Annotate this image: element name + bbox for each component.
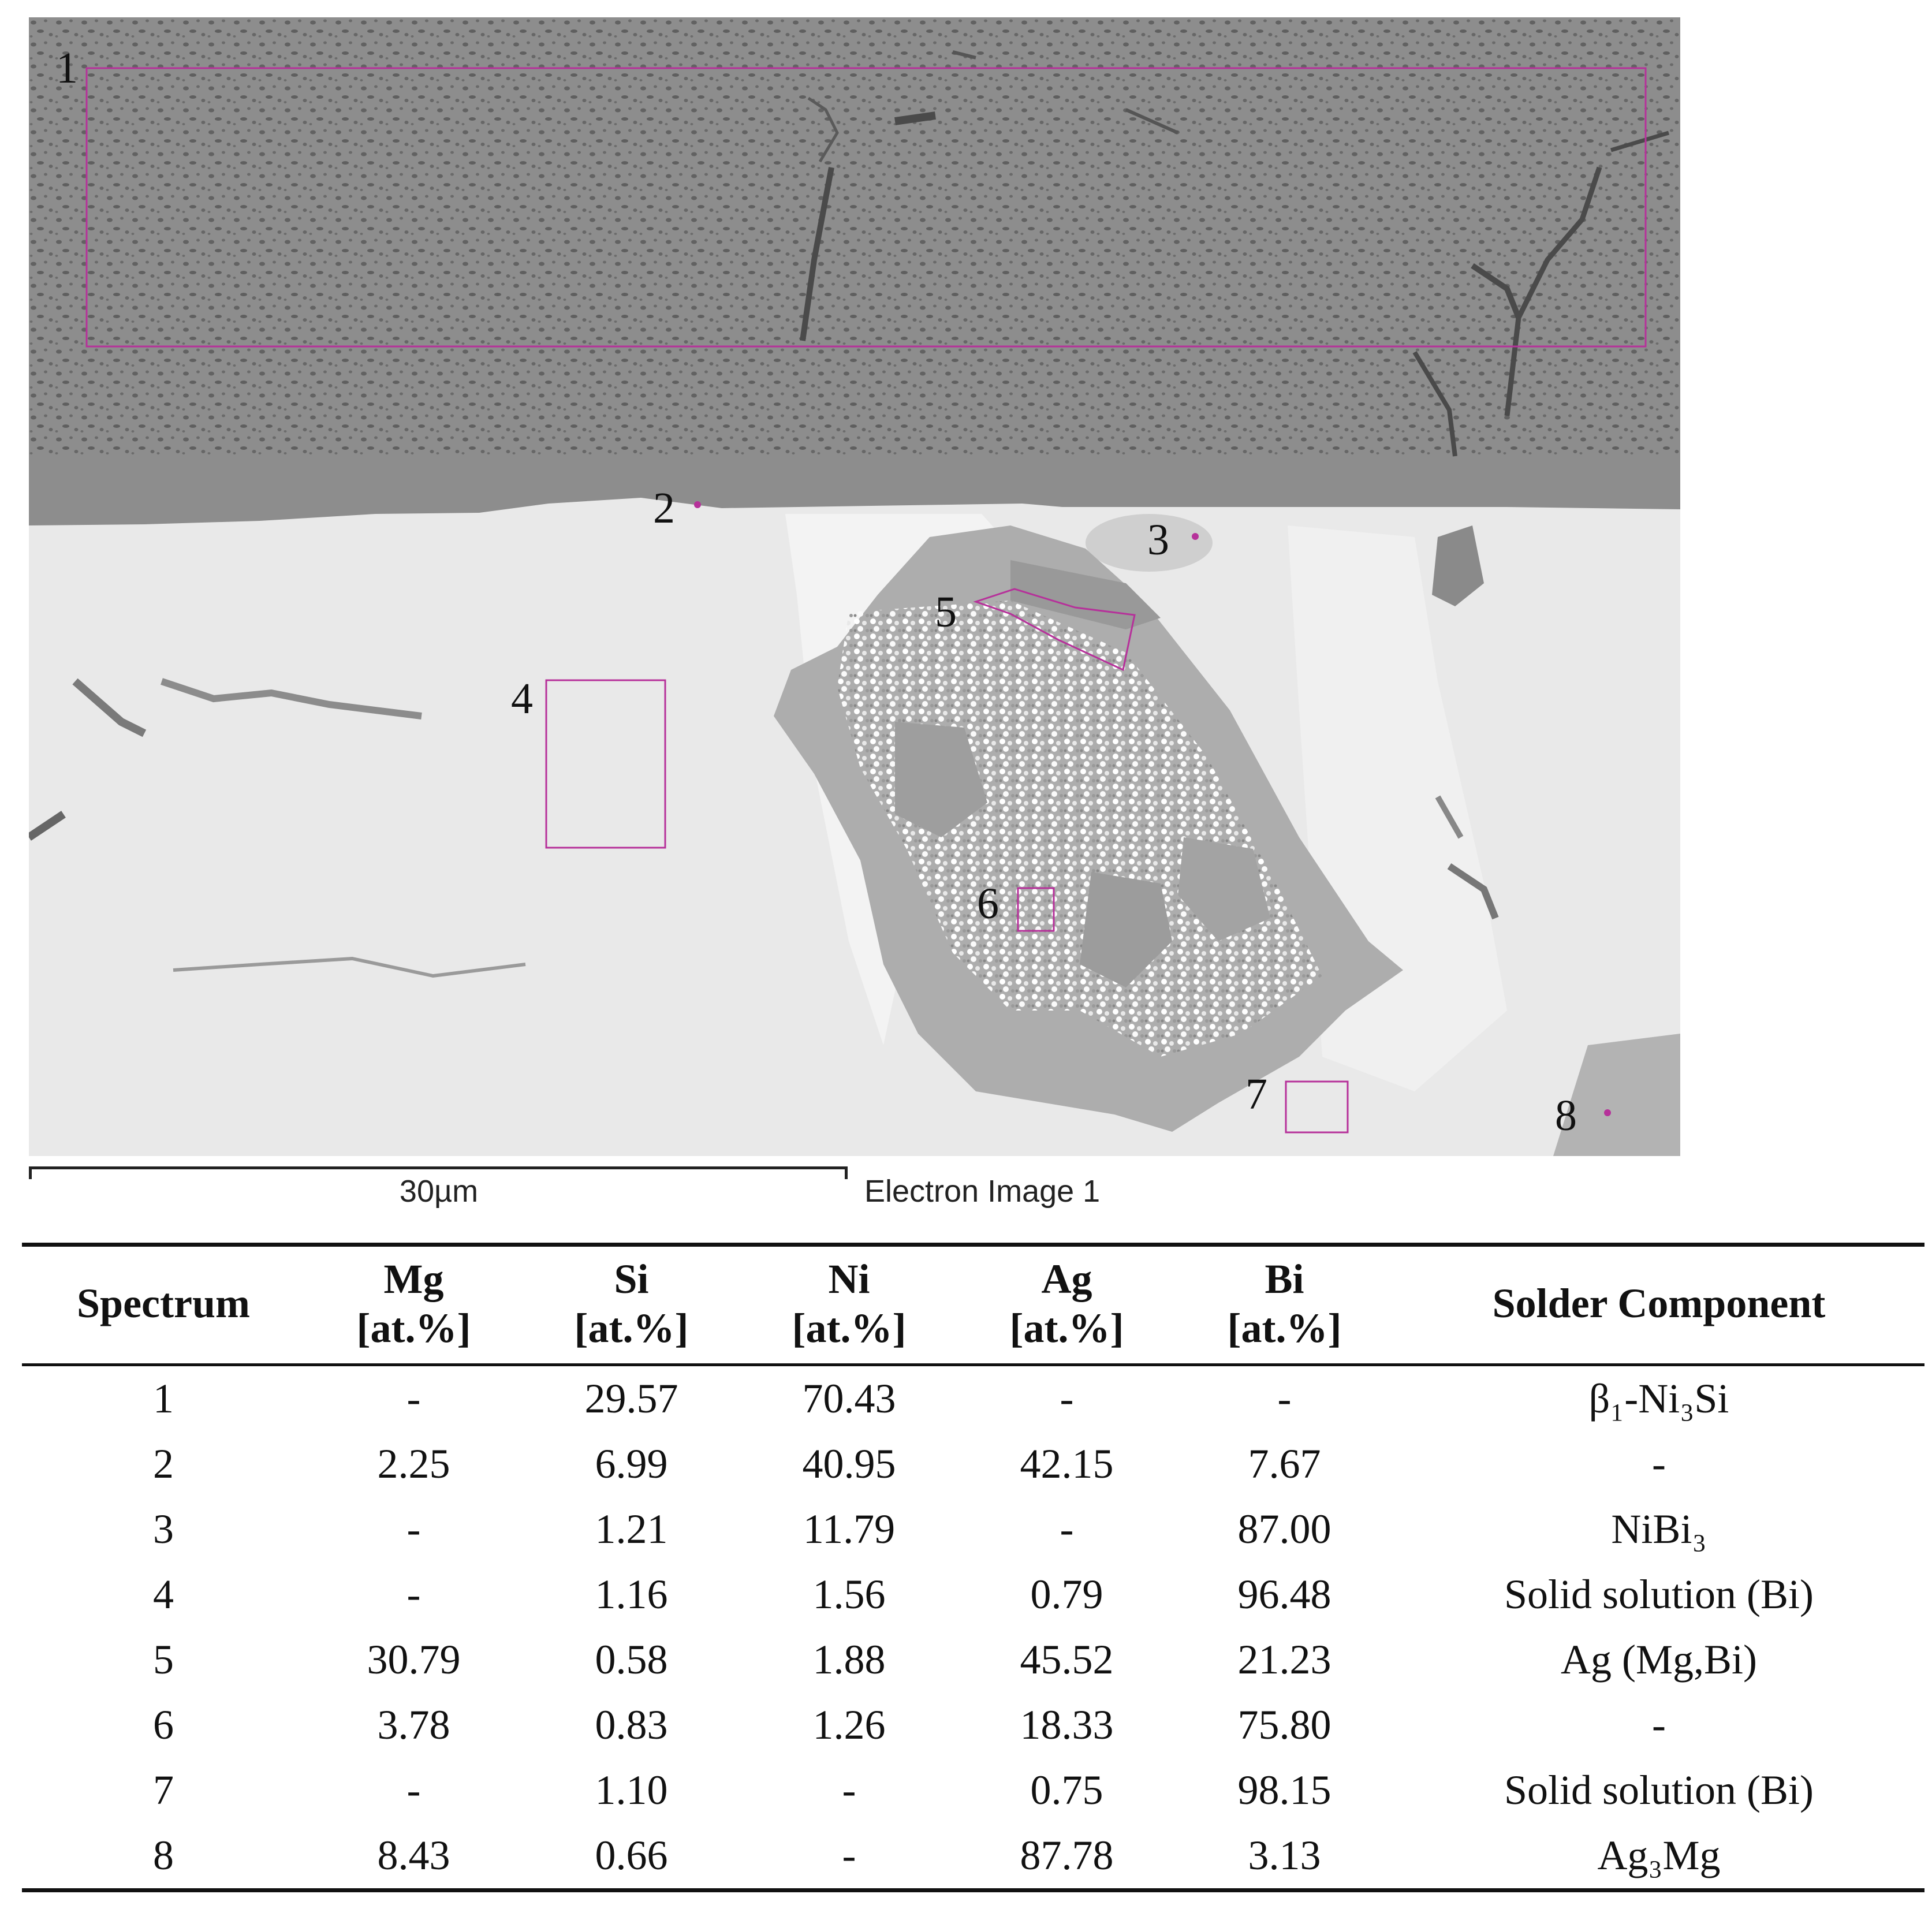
cell-spectrum: 6 [153, 1702, 174, 1748]
cell-spectrum: 3 [153, 1506, 174, 1553]
region-label-1: 1 [56, 44, 78, 92]
table-row: 6 3.78 0.83 1.26 18.33 75.80 - [22, 1692, 1924, 1758]
table-body: 1 - 29.57 70.43 - - β₁-Ni₃Si 2 2.25 6.99 40.95 42.1… [22, 1364, 1924, 1891]
region-label-2: 2 [653, 484, 675, 532]
spectrum-1-area [85, 67, 1647, 348]
cell-solder-component: Solid solution (Bi) [1504, 1571, 1814, 1618]
table-row: 1 - 29.57 70.43 - - β₁-Ni₃Si [22, 1364, 1924, 1431]
cell-ag: 45.52 [1020, 1636, 1114, 1683]
cell-si: 29.57 [584, 1375, 678, 1422]
cell-bi: 75.80 [1237, 1702, 1331, 1748]
cell-ag: 0.79 [1030, 1571, 1103, 1618]
cell-si: 1.10 [595, 1767, 668, 1814]
spectrum-6-area [1017, 887, 1055, 932]
header-bi: Bi [at.%] [1227, 1256, 1342, 1351]
sem-micrograph: 1 2 3 4 5 6 7 8 [29, 17, 1680, 1156]
cell-spectrum: 5 [153, 1636, 174, 1683]
cell-mg: 30.79 [367, 1636, 461, 1683]
cell-spectrum: 7 [153, 1767, 174, 1814]
region-label-8: 8 [1555, 1091, 1577, 1140]
cell-ag: 18.33 [1020, 1702, 1114, 1748]
image-caption: Electron Image 1 [864, 1174, 1101, 1209]
analysis-markers [85, 67, 1647, 1134]
composition-table: Spectrum Mg [at.%] Si [at.%] Ni [at.%] Ag [a… [22, 1243, 1924, 1892]
table-row: 8 8.43 0.66 - 87.78 3.13 Ag₃Mg [22, 1823, 1924, 1891]
cell-ni: 1.26 [812, 1702, 886, 1748]
cell-ag: - [1060, 1375, 1074, 1422]
cell-bi: - [1277, 1375, 1292, 1422]
cell-mg: 2.25 [377, 1441, 450, 1487]
scale-area: 30µm Electron Image 1 [29, 1156, 1241, 1220]
cell-solder-component: β₁-Ni₃Si [1588, 1375, 1729, 1422]
cell-mg: 3.78 [377, 1702, 450, 1748]
cell-mg: - [406, 1375, 421, 1422]
cell-ni: - [842, 1832, 856, 1879]
table-header-row: Spectrum Mg [at.%] Si [at.%] Ni [at.%] Ag [a… [22, 1244, 1924, 1365]
cell-mg: - [406, 1571, 421, 1618]
header-solder-component: Solder Component [1492, 1280, 1826, 1327]
bright-phase-particles [837, 601, 1322, 1057]
region-label-6: 6 [977, 879, 999, 928]
cell-solder-component: Solid solution (Bi) [1504, 1767, 1814, 1814]
spectrum-8-point [1604, 1109, 1611, 1116]
cell-solder-component: - [1652, 1441, 1666, 1487]
cell-mg: - [406, 1506, 421, 1553]
cell-ni: 1.56 [812, 1571, 886, 1618]
cell-mg: 8.43 [377, 1832, 450, 1879]
cell-solder-component: Ag₃Mg [1597, 1832, 1721, 1879]
cell-ag: 87.78 [1020, 1832, 1114, 1879]
cell-si: 1.21 [595, 1506, 668, 1553]
cell-ni: - [842, 1767, 856, 1814]
region-label-4: 4 [511, 674, 533, 723]
table-row: 3 - 1.21 11.79 - 87.00 NiBi₃ [22, 1497, 1924, 1562]
scale-bar-label: 30µm [399, 1174, 479, 1209]
cell-si: 1.16 [595, 1571, 668, 1618]
cell-si: 6.99 [595, 1441, 668, 1487]
spectrum-5-area [973, 588, 1136, 672]
table-row: 4 - 1.16 1.56 0.79 96.48 Solid solution (Bi) [22, 1562, 1924, 1627]
spectrum-7-area [1285, 1080, 1349, 1134]
spectrum-2-point [694, 501, 701, 508]
header-spectrum: Spectrum [77, 1280, 250, 1327]
cell-solder-component: Ag (Mg,Bi) [1561, 1636, 1757, 1683]
scale-bar [29, 1166, 848, 1179]
cell-ni: 11.79 [803, 1506, 896, 1553]
table-row: 2 2.25 6.99 40.95 42.15 7.67 - [22, 1431, 1924, 1497]
spectrum-4-area [545, 679, 666, 849]
cell-spectrum: 1 [153, 1375, 174, 1422]
cell-mg: - [406, 1767, 421, 1814]
table-row: 7 - 1.10 - 0.75 98.15 Solid solution (Bi) [22, 1758, 1924, 1823]
cell-ni: 1.88 [812, 1636, 886, 1683]
header-ni: Ni [at.%] [792, 1256, 907, 1351]
cell-bi: 21.23 [1237, 1636, 1331, 1683]
header-mg: Mg [at.%] [356, 1256, 471, 1351]
spectrum-3-point [1192, 533, 1199, 540]
cell-si: 0.66 [595, 1832, 668, 1879]
cell-spectrum: 8 [153, 1832, 174, 1879]
cell-si: 0.83 [595, 1702, 668, 1748]
cell-bi: 96.48 [1237, 1571, 1331, 1618]
cell-ag: 0.75 [1030, 1767, 1103, 1814]
cell-solder-component: NiBi₃ [1611, 1506, 1707, 1553]
cell-bi: 87.00 [1237, 1506, 1331, 1553]
region-label-3: 3 [1147, 516, 1169, 564]
cell-ag: - [1060, 1506, 1074, 1553]
cell-si: 0.58 [595, 1636, 668, 1683]
cell-spectrum: 4 [153, 1571, 174, 1618]
table-row: 5 30.79 0.58 1.88 45.52 21.23 Ag (Mg,Bi) [22, 1627, 1924, 1692]
region-label-7: 7 [1245, 1070, 1267, 1119]
cell-bi: 98.15 [1237, 1767, 1331, 1814]
cell-solder-component: - [1652, 1702, 1666, 1748]
cell-ag: 42.15 [1020, 1441, 1114, 1487]
header-si: Si [at.%] [574, 1256, 689, 1351]
cell-bi: 7.67 [1248, 1441, 1321, 1487]
cell-spectrum: 2 [153, 1441, 174, 1487]
region-label-5: 5 [935, 588, 957, 636]
cell-bi: 3.13 [1248, 1832, 1321, 1879]
cell-ni: 70.43 [802, 1375, 896, 1422]
cell-ni: 40.95 [802, 1441, 896, 1487]
header-ag: Ag [at.%] [1009, 1256, 1124, 1351]
